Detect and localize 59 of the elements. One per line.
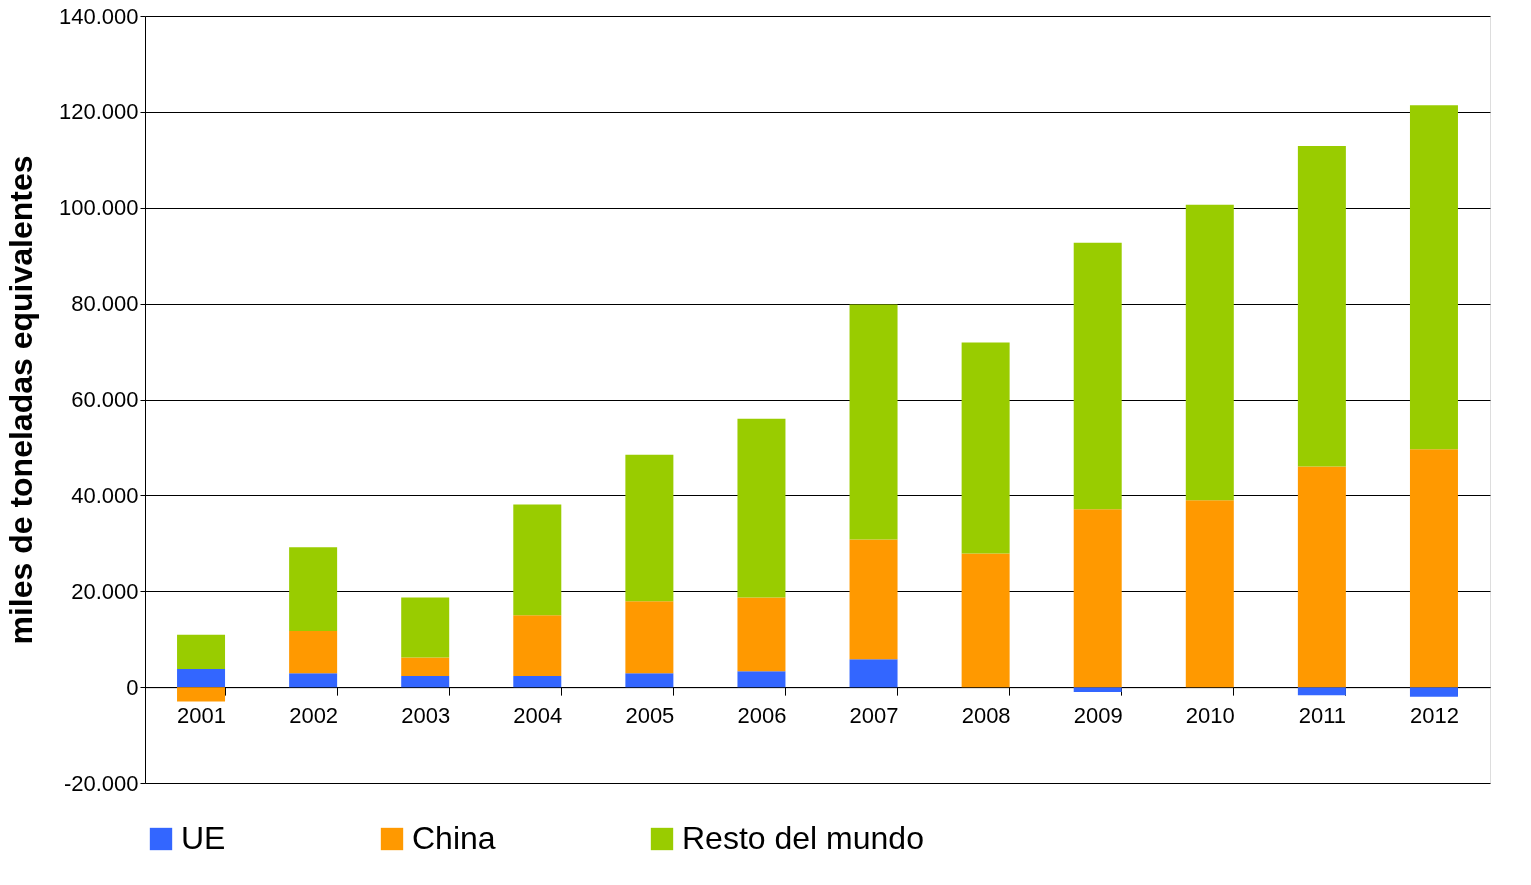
- bar: [1073, 242, 1122, 510]
- y-tick-label: -20.000: [63, 770, 139, 796]
- bar: [289, 547, 338, 632]
- bar: [1073, 687, 1122, 692]
- bar: [625, 454, 674, 602]
- bar: [1409, 105, 1458, 450]
- x-tick-label: 2011: [1298, 702, 1347, 728]
- bar: [401, 657, 450, 677]
- bar: [961, 553, 1010, 688]
- bar: [849, 304, 898, 540]
- bar: [513, 676, 562, 688]
- x-tick-label: 2009: [1073, 702, 1123, 728]
- bar: [513, 504, 562, 616]
- bar: [961, 342, 1010, 554]
- y-tick-label: 140.000: [58, 3, 139, 29]
- x-tick-label: 2006: [737, 702, 787, 728]
- y-tick-label: 0: [126, 674, 139, 700]
- bar: [1297, 466, 1346, 688]
- x-tick-label: 2003: [401, 702, 451, 728]
- bar: [1185, 204, 1234, 501]
- bar: [513, 615, 562, 677]
- y-tick-label: 20.000: [71, 578, 139, 604]
- bar: [737, 597, 786, 672]
- x-tick-label: 2012: [1409, 702, 1459, 728]
- y-tick-label: 100.000: [58, 195, 139, 221]
- bar: [1409, 687, 1458, 697]
- bar: [1297, 145, 1346, 467]
- bar: [1185, 500, 1234, 688]
- x-tick-label: 2007: [849, 702, 899, 728]
- legend-label: Resto del mundo: [682, 820, 924, 856]
- bar: [289, 673, 338, 688]
- bar: [177, 668, 226, 688]
- x-tick-label: 2001: [177, 702, 227, 728]
- y-axis-title: miles de toneladas equivalentes: [2, 155, 39, 645]
- x-tick-label: 2005: [625, 702, 675, 728]
- legend-label: China: [412, 820, 496, 856]
- legend-label: UE: [181, 820, 226, 856]
- bar: [849, 659, 898, 688]
- bar: [849, 539, 898, 660]
- x-tick-label: 2008: [961, 702, 1011, 728]
- bar: [401, 597, 450, 658]
- y-tick-label: 40.000: [71, 482, 139, 508]
- bar: [737, 671, 786, 688]
- bar: [625, 673, 674, 688]
- y-tick-label: 60.000: [71, 387, 139, 412]
- bar: [177, 634, 226, 669]
- bar: [1073, 509, 1122, 688]
- bar: [737, 418, 786, 598]
- bar: [625, 601, 674, 674]
- x-tick-label: 2002: [289, 702, 339, 728]
- bar: [1409, 449, 1458, 688]
- x-tick-label: 2004: [513, 702, 563, 728]
- x-tick-label: 2010: [1185, 702, 1235, 728]
- y-tick-label: 120.000: [58, 99, 139, 125]
- y-tick-label: 80.000: [71, 291, 139, 317]
- bar: [1297, 687, 1346, 696]
- bar: [177, 687, 226, 702]
- bar: [401, 676, 450, 688]
- bar: [289, 631, 338, 674]
